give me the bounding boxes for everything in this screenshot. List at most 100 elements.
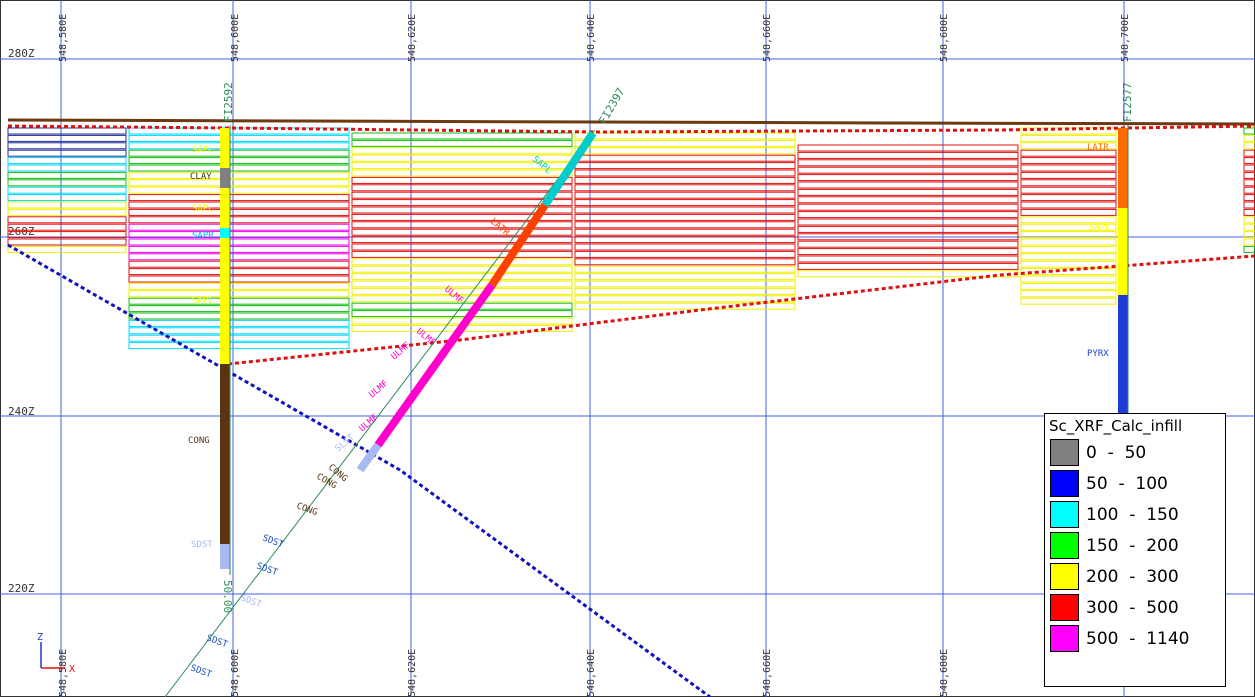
block-cell <box>351 287 573 295</box>
lith-label: SDST <box>255 561 279 578</box>
hole-segment <box>356 442 382 473</box>
lith-label: SDST <box>191 540 213 550</box>
easting-label: 548,660E <box>762 649 773 697</box>
block-cell <box>1243 186 1255 194</box>
block-cell <box>128 282 350 290</box>
block-cell <box>128 186 350 194</box>
block-cell <box>351 250 573 258</box>
axis-z-label: Z <box>37 632 43 643</box>
hole-segment <box>1118 128 1128 208</box>
legend-item: 0 - 50 <box>1045 437 1225 468</box>
block-cell <box>7 231 127 239</box>
block-cell <box>1020 275 1117 283</box>
block-cell <box>797 144 1019 152</box>
block-cell <box>7 216 127 224</box>
block-cell <box>128 134 350 142</box>
block-cell <box>797 166 1019 174</box>
lith-label: CLAY <box>190 172 212 182</box>
block-cell <box>1020 231 1117 239</box>
easting-label: 548,620E <box>407 649 418 697</box>
legend-label: 150 - 200 <box>1086 535 1179 556</box>
block-cell <box>128 238 350 246</box>
legend-label: 50 - 100 <box>1086 473 1168 494</box>
elevation-label: 240Z <box>8 405 35 418</box>
block-cell <box>7 245 127 253</box>
block-cell <box>1020 179 1117 187</box>
block-cell <box>797 225 1019 233</box>
block-cell <box>7 164 127 172</box>
block-cell <box>1243 238 1255 246</box>
block-cell <box>7 238 127 246</box>
legend-panel[interactable]: Sc_XRF_Calc_infill 0 - 50 50 - 100 100 -… <box>1044 413 1226 687</box>
block-cell <box>351 265 573 273</box>
block-cell <box>574 184 796 192</box>
legend-title: Sc_XRF_Calc_infill <box>1049 417 1183 435</box>
lith-label: SAPL <box>1089 223 1111 233</box>
axis-triad: Z X <box>37 632 75 675</box>
lith-label: SDST <box>239 593 263 610</box>
upper-red-surface <box>7 124 1255 134</box>
lith-label: SAPR <box>192 231 214 241</box>
blue-structure-line <box>7 243 711 697</box>
block-cell <box>128 208 350 216</box>
block-cell <box>128 342 350 350</box>
hole-segment <box>220 188 230 228</box>
block-cell <box>574 162 796 170</box>
block-cell <box>128 268 350 276</box>
drillhole-FI2577[interactable]: FI2577 LATR SAPL PYRX <box>1087 82 1134 413</box>
block-cell <box>128 253 350 261</box>
block-cell <box>351 132 573 140</box>
block-cell <box>128 327 350 335</box>
block-cell <box>1243 245 1255 253</box>
block-cell <box>574 250 796 258</box>
legend-label: 500 - 1140 <box>1086 628 1190 649</box>
lith-label: SAPL <box>192 296 214 306</box>
hole-depth-label: 50.00 <box>221 580 234 613</box>
legend-swatch <box>1050 532 1079 559</box>
hole-id-label: FI2577 <box>1121 82 1134 122</box>
block-cell <box>574 265 796 273</box>
block-cell <box>797 174 1019 182</box>
block-cell <box>1020 164 1117 172</box>
block-cell <box>574 280 796 288</box>
lith-label: SAPL <box>530 155 553 177</box>
topography-line <box>7 118 1255 126</box>
block-cell <box>128 297 350 305</box>
block-cell <box>797 270 1019 278</box>
block-cell <box>351 243 573 251</box>
block-cell <box>574 154 796 162</box>
hole-segment <box>541 130 597 208</box>
block-cell <box>797 159 1019 167</box>
block-cell <box>574 139 796 147</box>
drillhole-FI2592[interactable]: FI2592 50.00 SAPL CLAY SAPL SAPR SAPL CO… <box>188 82 235 613</box>
lith-label: SDST <box>205 633 229 650</box>
block-cell <box>128 216 350 224</box>
block-cell <box>351 310 573 318</box>
hole-segment <box>220 238 230 364</box>
legend-item: 300 - 500 <box>1045 592 1225 623</box>
easting-label: 548,640E <box>586 14 597 62</box>
block-cell <box>351 206 573 214</box>
legend-label: 100 - 150 <box>1086 504 1179 525</box>
easting-labels: 548,580E 548,600E 548,620E 548,640E 548,… <box>58 14 1131 697</box>
block-cell <box>128 149 350 157</box>
block-cell <box>797 255 1019 263</box>
block-cell <box>128 260 350 268</box>
lith-label: SDST <box>261 533 285 550</box>
block-cell <box>574 273 796 281</box>
block-cell <box>797 240 1019 248</box>
easting-label: 548,600E <box>230 14 241 62</box>
hole-trace <box>164 129 596 697</box>
legend-item: 150 - 200 <box>1045 530 1225 561</box>
block-cell <box>797 211 1019 219</box>
block-cell <box>351 191 573 199</box>
block-cell <box>574 132 796 140</box>
block-cell <box>351 236 573 244</box>
legend-item: 500 - 1140 <box>1045 623 1225 654</box>
block-cell <box>1243 171 1255 179</box>
block-cell <box>1020 149 1117 157</box>
block-cell <box>1020 194 1117 202</box>
block-cell <box>351 184 573 192</box>
block-cell <box>7 208 127 216</box>
block-cell <box>1020 223 1117 231</box>
